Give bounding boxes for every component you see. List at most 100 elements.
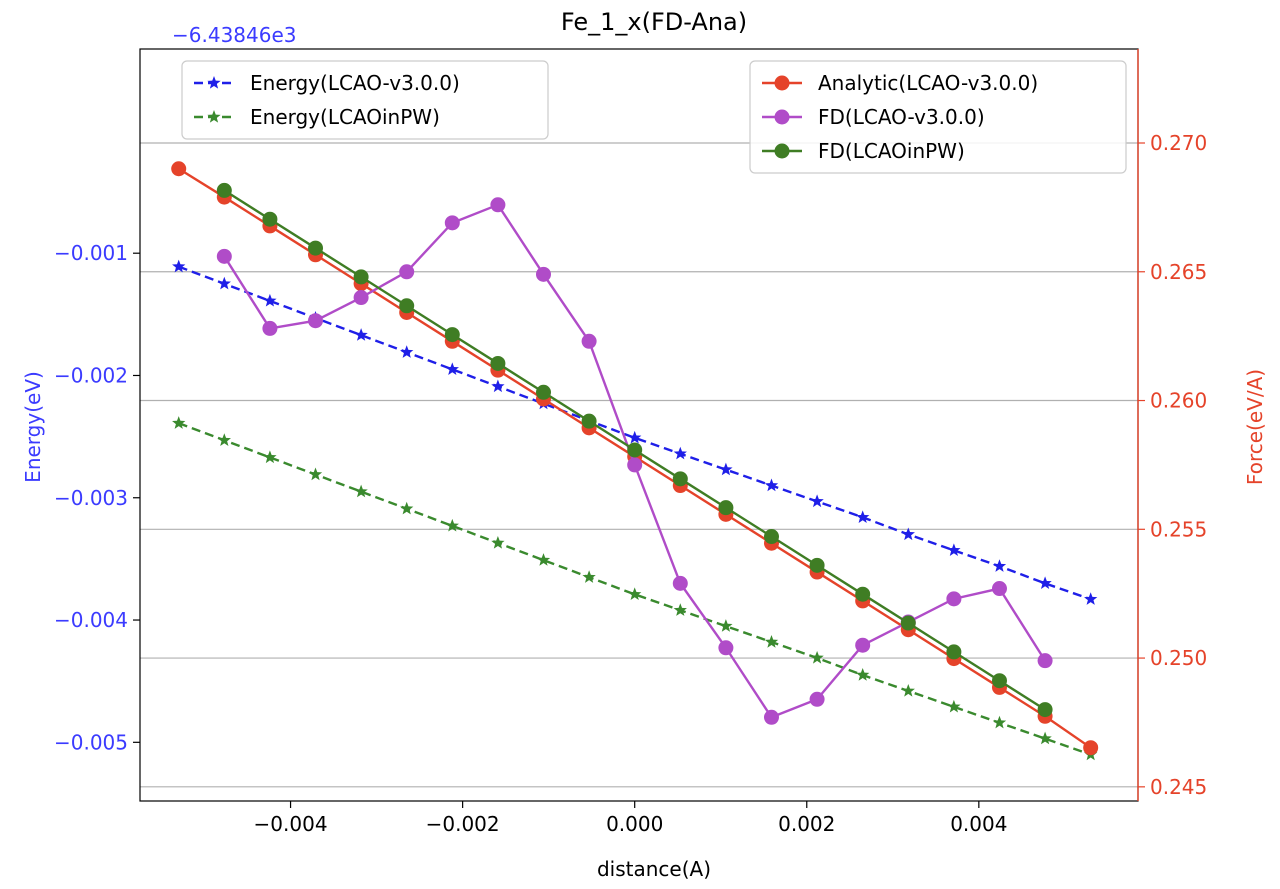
data-point: [216, 182, 232, 198]
data-point: [991, 673, 1007, 689]
data-point: [627, 457, 643, 473]
legend-energy: Energy(LCAO-v3.0.0) Energy(LCAOinPW): [181, 60, 549, 140]
data-point: [400, 345, 414, 358]
data-point: [399, 264, 415, 280]
y-left-tick-label: −0.002: [54, 363, 128, 387]
x-axis-label: distance(A): [597, 857, 711, 881]
data-point: [628, 587, 642, 601]
chart-title: Fe_1_x(FD-Ana): [561, 8, 747, 36]
x-tick-label: −0.004: [254, 812, 328, 836]
y-left-tick-label: −0.004: [54, 608, 128, 632]
data-point: [262, 211, 278, 227]
data-point: [582, 570, 596, 583]
data-point: [172, 259, 186, 273]
data-point: [856, 668, 870, 681]
legend-marker: [774, 143, 790, 159]
data-point: [353, 269, 369, 285]
data-point: [809, 691, 825, 707]
y-right-tick-label: 0.265: [1150, 260, 1207, 284]
data-point: [855, 586, 871, 602]
x-tick-label: 0.000: [606, 812, 663, 836]
data-point: [809, 557, 825, 573]
data-point: [628, 430, 642, 444]
data-point: [718, 640, 734, 656]
x-axis: −0.004 −0.002 0.000 0.002 0.004: [254, 801, 1007, 836]
data-point: [354, 328, 368, 341]
y-right-tick-label: 0.245: [1150, 775, 1207, 799]
data-point: [855, 637, 871, 653]
data-point: [1037, 653, 1053, 669]
data-point: [719, 462, 733, 476]
data-point: [991, 581, 1007, 597]
data-point: [445, 362, 459, 376]
data-point: [810, 494, 824, 508]
data-point: [763, 709, 779, 725]
data-point: [672, 471, 688, 487]
data-point: [672, 575, 688, 591]
y-axis-right-label: Force(eV/A): [1243, 369, 1267, 485]
x-tick-label: 0.004: [950, 812, 1007, 836]
legend-entry: FD(LCAOinPW): [818, 139, 965, 163]
data-point: [216, 248, 232, 264]
data-point: [536, 384, 552, 400]
data-point: [581, 333, 597, 349]
data-point: [581, 413, 597, 429]
y-right-tick-label: 0.255: [1150, 517, 1207, 541]
legend-marker: [774, 109, 790, 125]
data-point: [490, 355, 506, 371]
data-point: [764, 635, 779, 648]
data-point: [947, 543, 961, 556]
y-axis-right: 0.270 0.265 0.260 0.255 0.250 0.245: [1137, 49, 1207, 801]
data-point: [400, 501, 414, 515]
data-point: [947, 699, 961, 713]
data-point: [263, 450, 277, 464]
data-point: [1038, 576, 1052, 590]
data-point: [399, 298, 415, 314]
data-point: [992, 715, 1007, 729]
data-point: [673, 446, 687, 460]
data-point: [718, 500, 734, 516]
y-left-tick-label: −0.005: [54, 730, 128, 754]
y-axis-left-label: Energy(eV): [21, 371, 45, 483]
left-axis-offset-label: −6.43846e3: [172, 23, 297, 47]
data-point: [172, 416, 186, 429]
data-point: [353, 290, 369, 306]
legend-marker: [207, 76, 221, 89]
data-point: [354, 484, 368, 498]
data-point: [444, 327, 460, 343]
legend-force: Analytic(LCAO-v3.0.0) FD(LCAO-v3.0.0) FD(L…: [749, 60, 1127, 174]
data-point: [536, 266, 552, 282]
data-point: [763, 529, 779, 545]
series-line: [178, 422, 1092, 756]
data-point: [308, 240, 324, 256]
data-point: [308, 313, 324, 329]
y-right-tick-label: 0.270: [1150, 131, 1207, 155]
data-point: [946, 591, 962, 607]
legend-box: [749, 60, 1127, 174]
data-point: [810, 650, 824, 664]
data-point: [900, 615, 916, 631]
series-line: [178, 265, 1092, 601]
data-point: [308, 467, 323, 481]
data-point: [1084, 592, 1098, 605]
data-point: [1083, 740, 1099, 756]
legend-marker: [774, 75, 790, 91]
y-right-tick-label: 0.250: [1150, 646, 1207, 670]
legend-entry: FD(LCAO-v3.0.0): [818, 105, 985, 129]
legend-box: [181, 60, 549, 140]
y-right-tick-label: 0.260: [1150, 389, 1207, 413]
data-point: [856, 510, 870, 523]
data-point: [627, 442, 643, 458]
data-point: [1037, 702, 1053, 718]
data-point: [673, 603, 687, 616]
data-point: [490, 197, 506, 213]
y-axis-left: −0.001 −0.002 −0.003 −0.004 −0.005: [54, 241, 140, 754]
data-point: [992, 559, 1007, 572]
data-point: [1038, 731, 1052, 745]
data-point: [217, 433, 231, 446]
legend-entry: Energy(LCAO-v3.0.0): [250, 71, 460, 95]
data-point: [901, 527, 915, 541]
data-point: [536, 553, 551, 566]
y-left-tick-label: −0.003: [54, 486, 128, 510]
